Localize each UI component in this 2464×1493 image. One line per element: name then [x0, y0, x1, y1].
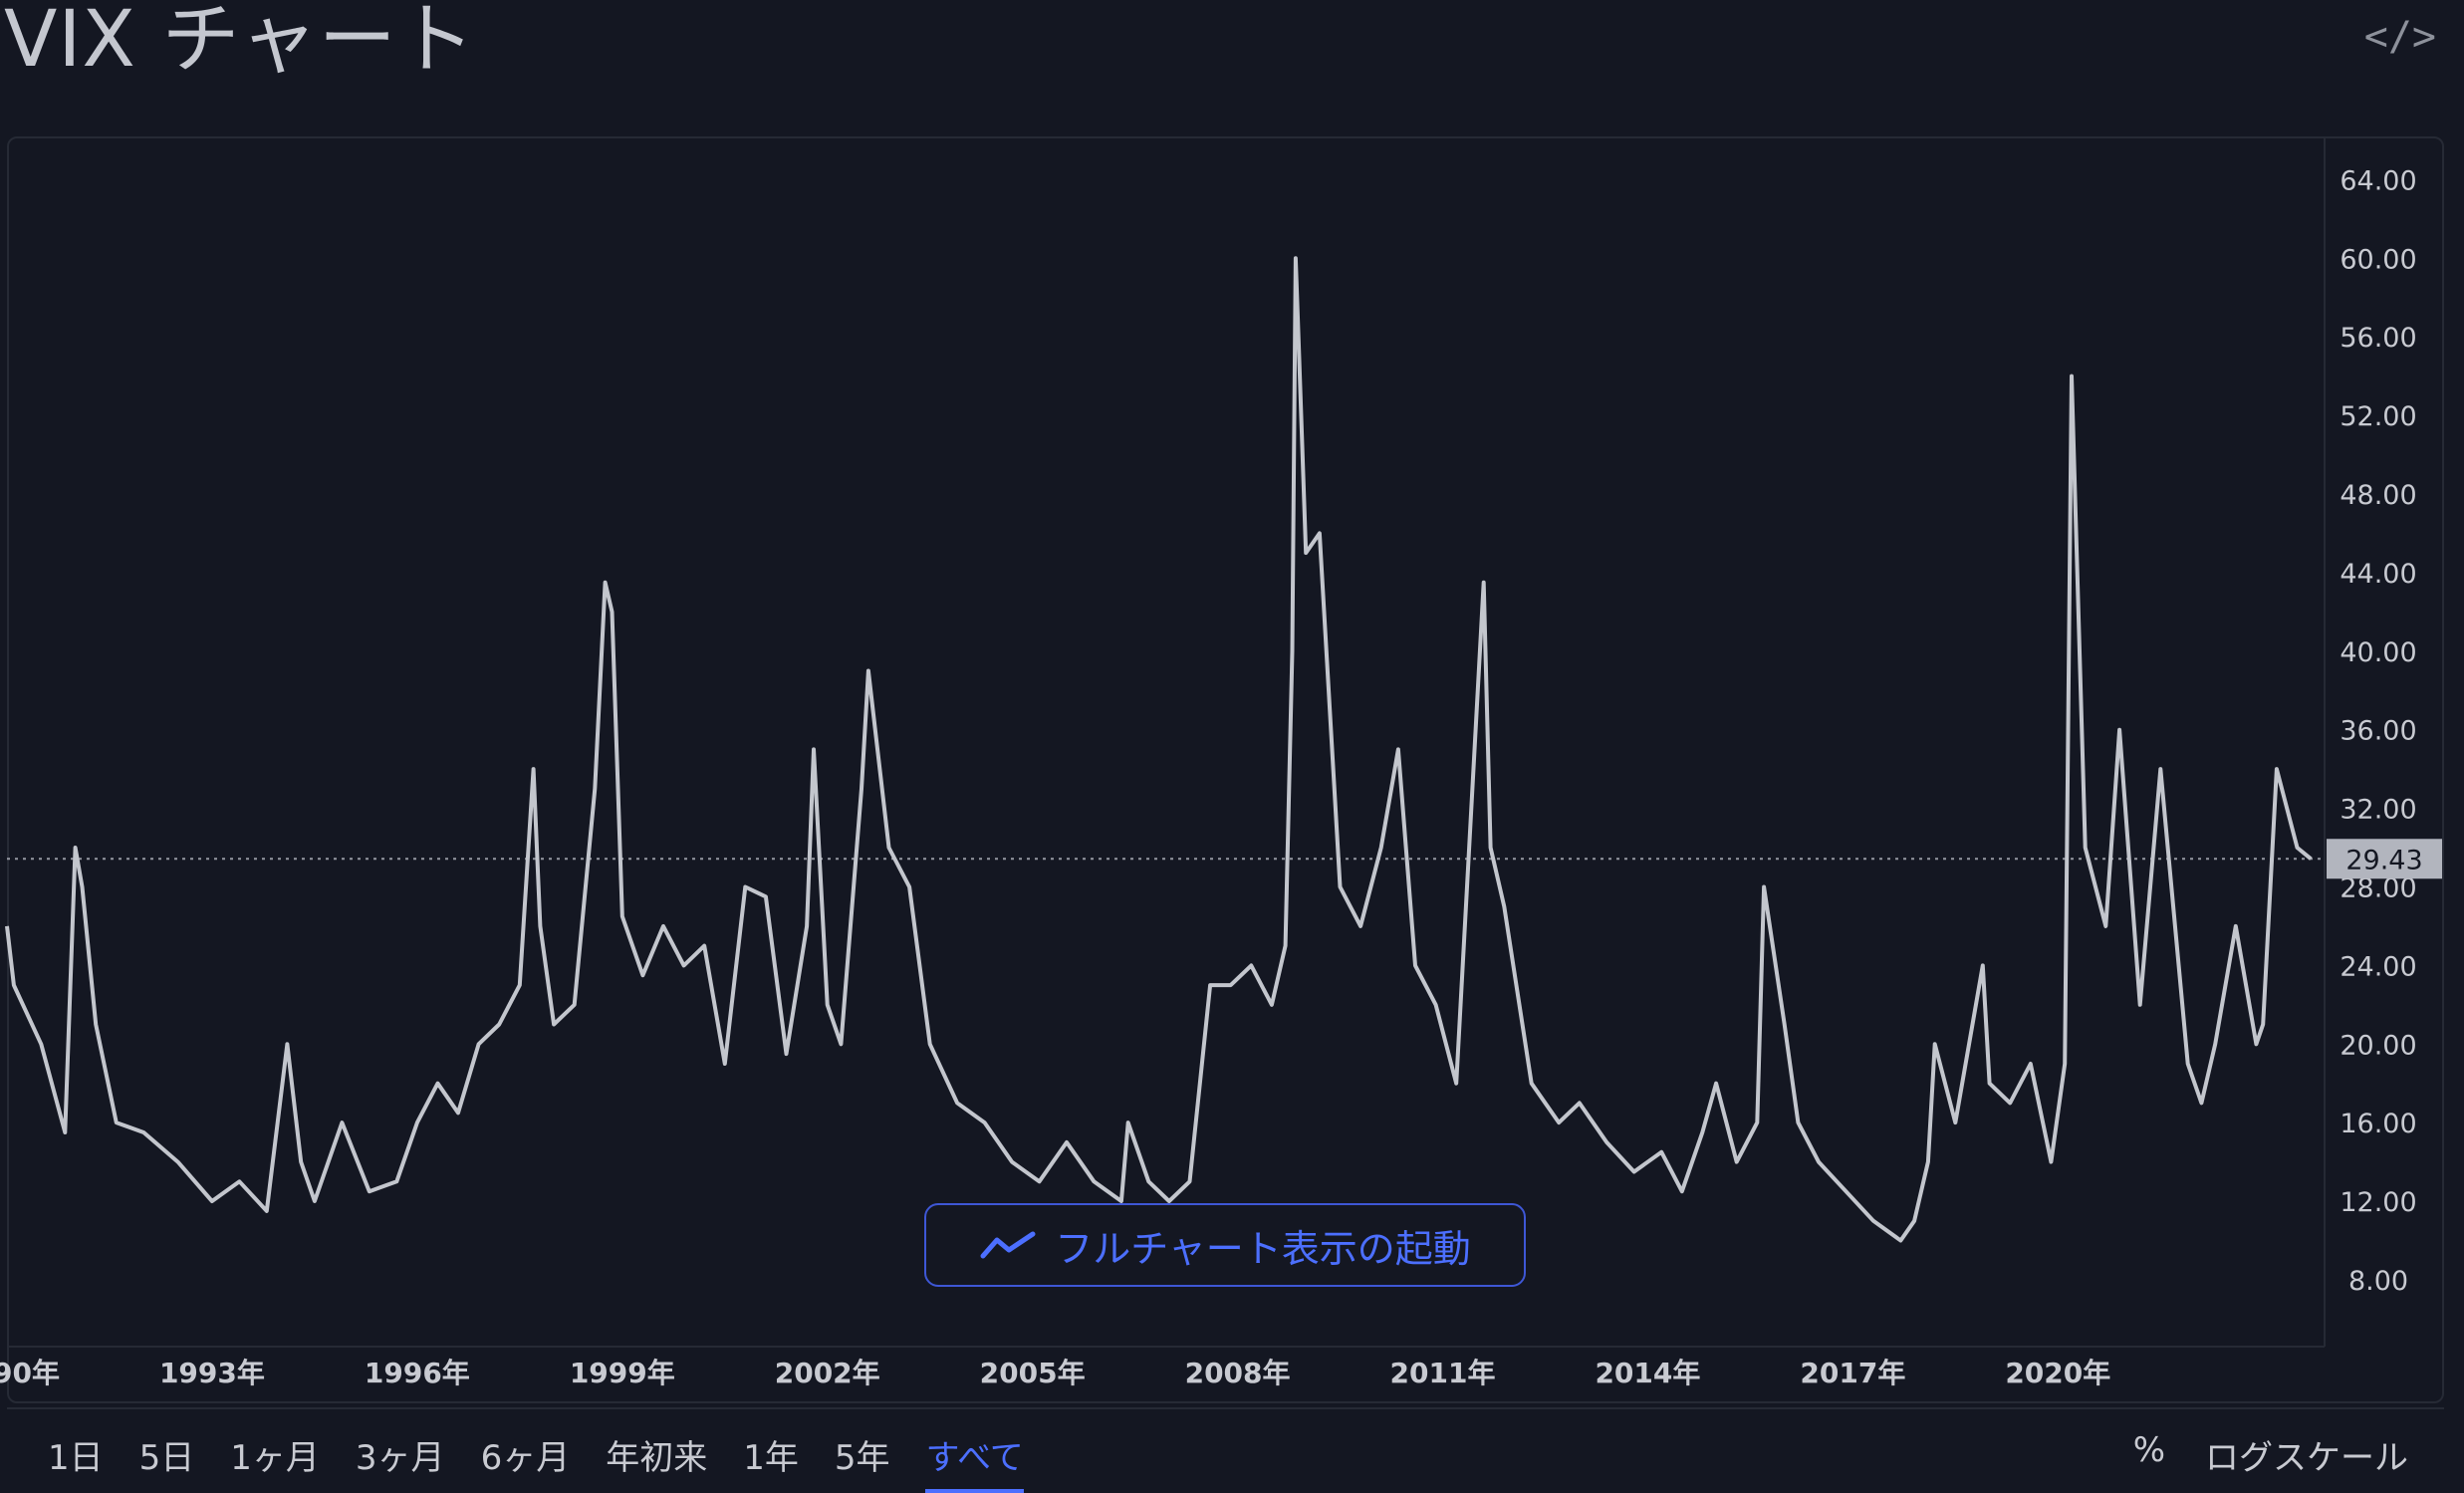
y-tick-label: 16.00 — [2340, 1109, 2416, 1139]
x-tick-label: 1999年 — [570, 1357, 675, 1389]
launch-full-chart-button[interactable]: フルチャート表示の起動 — [924, 1203, 1526, 1287]
x-tick-label: 2002年 — [775, 1357, 880, 1389]
x-tick-label: 2020年 — [2005, 1357, 2110, 1389]
y-tick-label: 60.00 — [2340, 244, 2416, 275]
trend-line-icon — [980, 1231, 1036, 1259]
x-tick-label: 1996年 — [365, 1357, 470, 1389]
y-tick-label: 48.00 — [2340, 480, 2416, 511]
x-tick-label: 2017年 — [1800, 1357, 1905, 1389]
range-button[interactable]: 1日 — [48, 1438, 104, 1478]
percent-scale-toggle[interactable]: % — [2132, 1430, 2165, 1470]
y-tick-label: 56.00 — [2340, 323, 2416, 354]
y-tick-label: 8.00 — [2348, 1266, 2408, 1297]
scale-controls: % ログスケール — [2133, 1430, 2408, 1479]
last-price-label: 29.43 — [2345, 845, 2422, 875]
x-tick-label: 1993年 — [159, 1357, 265, 1389]
x-tick-label: 2014年 — [1595, 1357, 1700, 1389]
y-tick-label: 52.00 — [2340, 401, 2416, 432]
series-line-vix[interactable] — [5, 256, 2313, 1243]
vix-line-chart[interactable]: 64.00 60.00 56.00 52.00 48.00 44.00 40.00 36.00… — [0, 0, 2464, 1409]
range-button[interactable]: 6ヶ月 — [480, 1438, 571, 1478]
y-tick-label: 36.00 — [2340, 716, 2416, 747]
range-button[interactable]: 3ヶ月 — [355, 1438, 445, 1478]
y-tick-label: 12.00 — [2340, 1187, 2416, 1218]
x-tick-label: 2008年 — [1185, 1357, 1291, 1389]
x-tick-label: 2005年 — [980, 1357, 1086, 1389]
x-tick-label: 1990年 — [0, 1357, 60, 1389]
last-price-badge — [2327, 839, 2442, 879]
chart-title: VIX チャート — [4, 0, 476, 85]
y-tick-label: 32.00 — [2340, 795, 2416, 826]
range-button[interactable]: すべて — [925, 1430, 1024, 1493]
chart-frame — [7, 136, 2444, 1403]
divider — [7, 1407, 2444, 1409]
range-selector: 1日 5日 1ヶ月 3ヶ月 6ヶ月 年初来 1年 5年 すべて — [48, 1430, 1060, 1493]
y-tick-label: 44.00 — [2340, 559, 2416, 590]
embed-code-icon[interactable]: </> — [2363, 14, 2436, 60]
x-tick-label: 2011年 — [1390, 1357, 1496, 1389]
range-button[interactable]: 1年 — [743, 1438, 799, 1478]
y-tick-label: 24.00 — [2340, 951, 2416, 982]
range-button[interactable]: 年初来 — [606, 1438, 708, 1478]
range-button[interactable]: 5日 — [138, 1438, 195, 1478]
y-tick-label: 20.00 — [2340, 1030, 2416, 1061]
y-tick-label: 40.00 — [2340, 637, 2416, 668]
range-button[interactable]: 5年 — [834, 1438, 890, 1478]
log-scale-toggle[interactable]: ログスケール — [2205, 1438, 2408, 1478]
launch-full-chart-label: フルチャート表示の起動 — [1055, 1226, 1471, 1271]
range-button[interactable]: 1ヶ月 — [230, 1438, 320, 1478]
y-tick-label: 64.00 — [2340, 165, 2416, 196]
